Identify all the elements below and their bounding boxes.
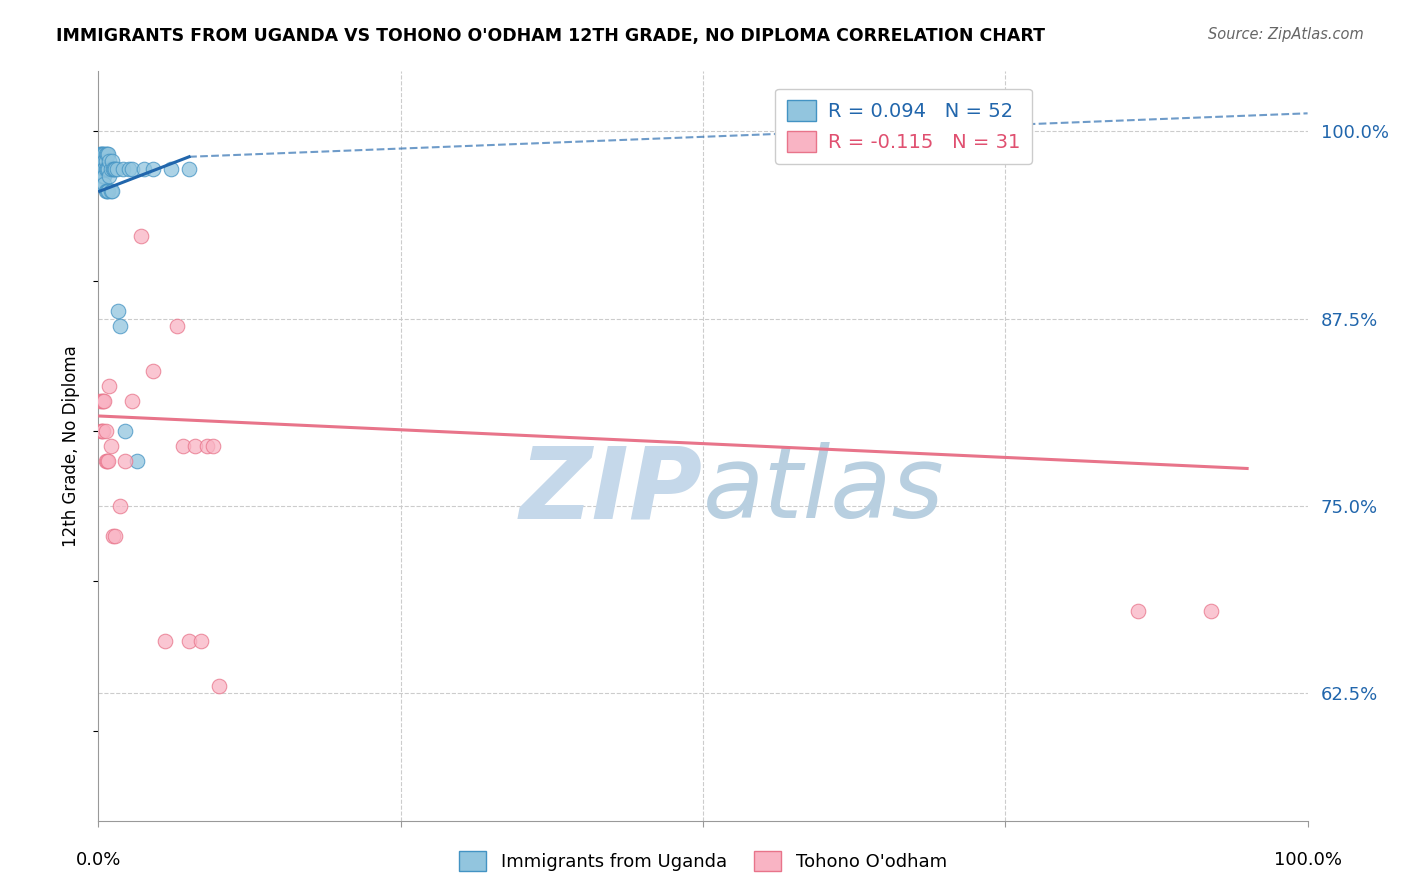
Point bbox=[1128, 604, 1150, 618]
Point bbox=[153, 633, 176, 648]
Point bbox=[96, 146, 118, 161]
Point bbox=[208, 679, 231, 693]
Point bbox=[89, 146, 111, 161]
Point bbox=[100, 161, 122, 176]
Point bbox=[91, 146, 114, 161]
Point bbox=[108, 499, 131, 513]
Point bbox=[91, 169, 114, 184]
Legend: R = 0.094   N = 52, R = -0.115   N = 31: R = 0.094 N = 52, R = -0.115 N = 31 bbox=[775, 88, 1032, 164]
Y-axis label: 12th Grade, No Diploma: 12th Grade, No Diploma bbox=[62, 345, 80, 547]
Point bbox=[195, 439, 218, 453]
Point bbox=[101, 529, 124, 543]
Point bbox=[97, 161, 120, 176]
Text: 100.0%: 100.0% bbox=[1274, 851, 1341, 869]
Point bbox=[172, 439, 194, 453]
Point bbox=[100, 184, 122, 198]
Point bbox=[91, 161, 114, 176]
Point bbox=[94, 154, 117, 169]
Point bbox=[134, 161, 156, 176]
Point bbox=[90, 169, 112, 184]
Point bbox=[90, 177, 112, 191]
Point bbox=[103, 161, 125, 176]
Point bbox=[97, 146, 120, 161]
Point bbox=[111, 161, 134, 176]
Point bbox=[91, 161, 114, 176]
Point bbox=[100, 154, 122, 169]
Point bbox=[98, 154, 121, 169]
Point bbox=[90, 424, 112, 438]
Point bbox=[89, 394, 111, 409]
Point bbox=[104, 161, 127, 176]
Point bbox=[179, 633, 201, 648]
Point bbox=[100, 184, 122, 198]
Point bbox=[104, 529, 127, 543]
Point bbox=[93, 154, 115, 169]
Point bbox=[160, 161, 183, 176]
Point bbox=[166, 319, 188, 334]
Point bbox=[1199, 604, 1222, 618]
Point bbox=[98, 169, 121, 184]
Point bbox=[94, 184, 117, 198]
Point bbox=[93, 161, 115, 176]
Point bbox=[89, 169, 111, 184]
Point bbox=[93, 169, 115, 184]
Text: 0.0%: 0.0% bbox=[76, 851, 121, 869]
Point bbox=[107, 304, 129, 318]
Point bbox=[91, 424, 114, 438]
Point bbox=[90, 161, 112, 176]
Point bbox=[91, 154, 114, 169]
Point bbox=[142, 364, 165, 378]
Point bbox=[190, 633, 212, 648]
Point bbox=[97, 184, 120, 198]
Point bbox=[179, 161, 201, 176]
Point bbox=[98, 379, 121, 393]
Point bbox=[93, 394, 115, 409]
Point bbox=[91, 424, 114, 438]
Point bbox=[91, 154, 114, 169]
Point bbox=[142, 161, 165, 176]
Text: atlas: atlas bbox=[703, 442, 945, 540]
Point bbox=[94, 424, 117, 438]
Point bbox=[94, 161, 117, 176]
Point bbox=[96, 161, 118, 176]
Point bbox=[91, 394, 114, 409]
Point bbox=[91, 146, 114, 161]
Point bbox=[94, 454, 117, 468]
Text: Source: ZipAtlas.com: Source: ZipAtlas.com bbox=[1208, 27, 1364, 42]
Point bbox=[91, 394, 114, 409]
Point bbox=[127, 454, 149, 468]
Point bbox=[101, 161, 124, 176]
Point bbox=[184, 439, 207, 453]
Point bbox=[89, 161, 111, 176]
Legend: Immigrants from Uganda, Tohono O'odham: Immigrants from Uganda, Tohono O'odham bbox=[453, 844, 953, 879]
Point bbox=[114, 424, 136, 438]
Point bbox=[105, 161, 128, 176]
Point bbox=[93, 177, 115, 191]
Point bbox=[121, 161, 143, 176]
Text: IMMIGRANTS FROM UGANDA VS TOHONO O'ODHAM 12TH GRADE, NO DIPLOMA CORRELATION CHAR: IMMIGRANTS FROM UGANDA VS TOHONO O'ODHAM… bbox=[56, 27, 1045, 45]
Point bbox=[100, 439, 122, 453]
Point bbox=[108, 319, 131, 334]
Point bbox=[96, 454, 118, 468]
Point bbox=[129, 229, 152, 244]
Point bbox=[121, 394, 143, 409]
Point bbox=[93, 146, 115, 161]
Point bbox=[91, 169, 114, 184]
Point bbox=[94, 146, 117, 161]
Point bbox=[202, 439, 225, 453]
Text: ZIP: ZIP bbox=[520, 442, 703, 540]
Point bbox=[91, 177, 114, 191]
Point bbox=[114, 454, 136, 468]
Point bbox=[118, 161, 141, 176]
Point bbox=[97, 454, 120, 468]
Point bbox=[90, 146, 112, 161]
Point bbox=[96, 184, 118, 198]
